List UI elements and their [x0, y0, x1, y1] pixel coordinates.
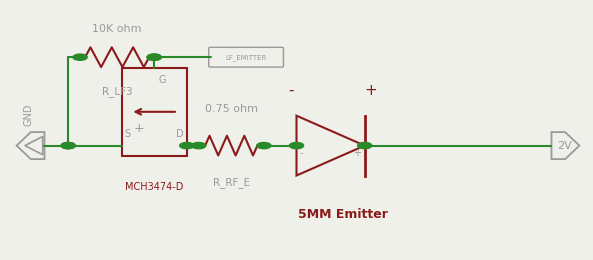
Circle shape — [180, 142, 194, 149]
Text: R_LF3: R_LF3 — [102, 86, 132, 97]
Text: R_RF_E: R_RF_E — [213, 177, 250, 188]
FancyBboxPatch shape — [209, 47, 283, 67]
Text: 2V: 2V — [557, 141, 572, 151]
Text: 10K ohm: 10K ohm — [93, 24, 142, 34]
Circle shape — [61, 142, 75, 149]
Text: +: + — [134, 122, 145, 135]
Text: +: + — [353, 148, 361, 158]
Circle shape — [289, 142, 304, 149]
Circle shape — [147, 54, 161, 60]
Circle shape — [358, 142, 372, 149]
Circle shape — [192, 142, 206, 149]
Text: -: - — [288, 82, 294, 98]
Circle shape — [257, 142, 271, 149]
Circle shape — [73, 54, 87, 60]
Text: 0.75 ohm: 0.75 ohm — [205, 105, 258, 114]
Text: S: S — [125, 129, 130, 139]
Text: MCH3474-D: MCH3474-D — [125, 182, 183, 192]
Text: -: - — [299, 148, 303, 158]
Text: +: + — [364, 82, 377, 98]
Text: GND: GND — [24, 103, 33, 126]
Circle shape — [147, 54, 161, 60]
Text: D: D — [176, 129, 184, 139]
Text: LF_EMITTER: LF_EMITTER — [225, 54, 267, 61]
Text: 5MM Emitter: 5MM Emitter — [298, 208, 387, 221]
Bar — [122, 68, 187, 156]
Circle shape — [61, 142, 75, 149]
Text: G: G — [159, 75, 167, 85]
